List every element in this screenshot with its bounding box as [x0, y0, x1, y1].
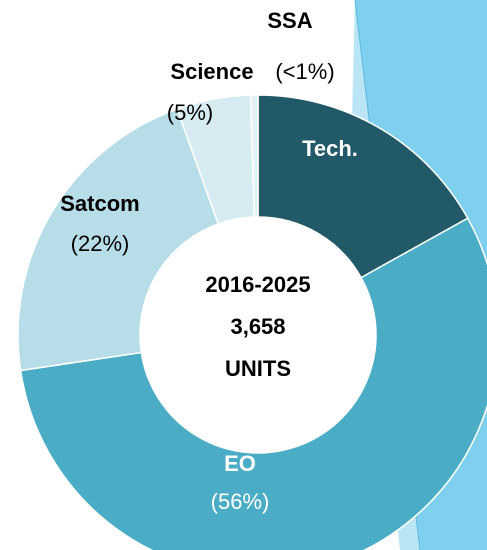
center-text: 2016-2025	[205, 272, 310, 297]
center-text: UNITS	[225, 356, 291, 381]
donut-segment	[17, 108, 220, 372]
center-text: 3,658	[230, 314, 285, 339]
value-label: (56%)	[211, 489, 270, 514]
segment-label: EO	[224, 451, 256, 476]
segment-label: Tech.	[302, 136, 358, 161]
donut-segment	[19, 217, 487, 550]
value-label: (<1%)	[275, 59, 334, 84]
donut-segment	[249, 94, 259, 218]
segment-label: SSA	[267, 8, 312, 33]
segment-label: Science	[170, 59, 253, 84]
segment-label: Satcom	[60, 191, 139, 216]
value-label: (5%)	[167, 100, 213, 125]
donut-segment	[257, 94, 469, 279]
value-label: (22%)	[71, 231, 130, 256]
